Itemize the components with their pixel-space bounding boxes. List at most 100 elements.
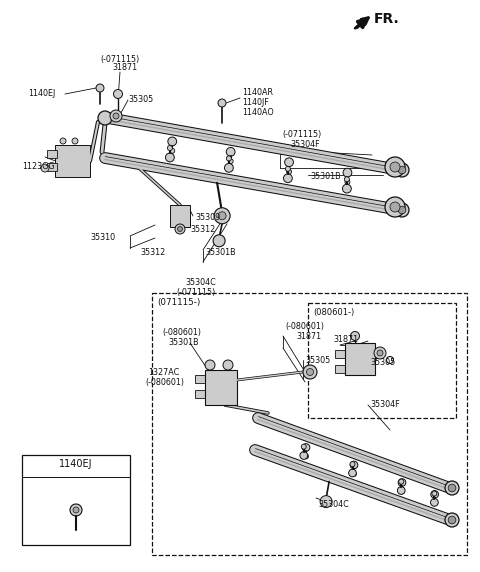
Bar [335,365,347,373]
Circle shape [398,166,406,174]
Circle shape [96,84,104,92]
Circle shape [343,184,351,193]
Text: 1140EJ: 1140EJ [59,459,93,469]
Circle shape [228,159,233,164]
Text: (-071115): (-071115) [100,55,139,64]
Circle shape [301,444,306,449]
Circle shape [300,452,308,459]
Circle shape [178,227,182,232]
Bar [152,293,467,555]
Circle shape [226,148,235,156]
Circle shape [445,481,459,495]
Circle shape [395,203,409,217]
Text: (-080601): (-080601) [162,328,201,337]
Circle shape [284,174,292,182]
Circle shape [285,158,293,166]
Circle shape [73,507,79,513]
Circle shape [350,332,360,340]
Circle shape [344,177,349,182]
Circle shape [168,137,177,146]
Text: (071115-): (071115-) [157,298,200,307]
Circle shape [168,145,172,150]
Circle shape [41,164,49,172]
Text: 31871: 31871 [333,335,358,344]
Text: 1140EJ: 1140EJ [28,89,55,98]
Text: (-071115): (-071115) [176,288,215,297]
Circle shape [175,224,185,234]
Text: 35305: 35305 [128,95,153,104]
Circle shape [432,491,437,496]
Circle shape [227,156,231,161]
Circle shape [432,500,437,506]
Circle shape [214,208,230,224]
Text: 35310: 35310 [90,233,115,242]
Circle shape [307,368,313,375]
Text: 1140JF: 1140JF [242,98,269,107]
Circle shape [431,499,438,506]
Circle shape [351,471,357,476]
Circle shape [60,138,66,144]
Circle shape [218,99,226,107]
Text: 35305: 35305 [370,358,395,367]
Circle shape [113,89,122,98]
Circle shape [166,153,174,162]
Circle shape [218,212,226,220]
Circle shape [431,491,439,498]
Circle shape [113,113,119,119]
Circle shape [213,235,225,247]
Text: 1140AO: 1140AO [242,108,274,117]
Bar [335,350,347,358]
Circle shape [70,504,82,516]
Bar [47,163,57,171]
Circle shape [397,487,405,494]
Bar [170,205,190,227]
Circle shape [399,479,404,484]
Circle shape [345,180,350,185]
Circle shape [350,461,358,469]
Circle shape [448,484,456,492]
Circle shape [398,479,406,486]
Text: 35301B: 35301B [205,248,236,257]
Text: 1327AC: 1327AC [148,368,179,377]
Bar [195,375,207,383]
Circle shape [205,360,215,370]
Bar [55,145,90,177]
Circle shape [170,148,175,153]
Circle shape [225,164,233,172]
Text: 35304F: 35304F [370,400,400,409]
Circle shape [110,110,122,122]
Circle shape [374,347,386,359]
Text: 35305: 35305 [305,356,330,365]
Text: (-080601): (-080601) [145,378,184,387]
Circle shape [223,360,233,370]
Bar [345,343,375,375]
Text: 1123GG: 1123GG [22,162,55,171]
Circle shape [390,162,400,172]
Circle shape [445,513,459,527]
Text: 35309: 35309 [195,213,220,222]
Circle shape [385,197,405,217]
Text: 35304F: 35304F [290,140,320,149]
Circle shape [350,462,355,467]
Circle shape [398,206,406,214]
Bar [47,150,57,158]
Text: FR.: FR. [374,12,400,26]
Text: (-080601): (-080601) [285,322,324,331]
Circle shape [395,163,409,177]
Bar [22,455,130,545]
Text: 35304C: 35304C [185,278,216,287]
Bar [308,303,456,418]
Text: 35304C: 35304C [318,500,349,509]
Circle shape [343,168,352,177]
Text: 35301B: 35301B [168,338,199,347]
Circle shape [348,469,356,477]
Bar [195,390,207,398]
Text: (080601-): (080601-) [313,308,354,317]
Bar [205,370,237,405]
Circle shape [377,350,383,356]
Circle shape [448,516,456,524]
Text: 31871: 31871 [296,332,321,341]
Circle shape [385,157,405,177]
Circle shape [303,454,309,459]
Text: 35312: 35312 [190,225,215,234]
